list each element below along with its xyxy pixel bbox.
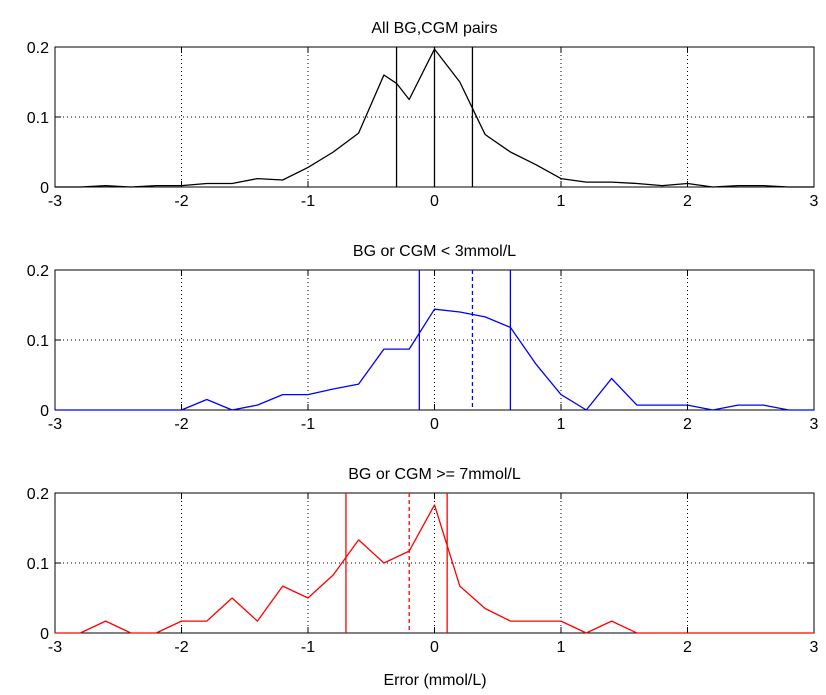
x-tick-label: -3 xyxy=(48,416,62,433)
y-tick-label: 0.2 xyxy=(27,263,49,280)
x-tick-label: 0 xyxy=(430,639,439,656)
x-tick-label: -1 xyxy=(301,416,315,433)
y-tick-label: 0 xyxy=(40,626,49,643)
x-tick-label: 3 xyxy=(810,193,819,210)
x-tick-label: 0 xyxy=(430,193,439,210)
x-tick-label: -2 xyxy=(174,193,188,210)
y-tick-label: 0.2 xyxy=(27,486,49,503)
x-tick-label: 2 xyxy=(683,416,692,433)
series-line xyxy=(55,504,814,634)
subplot-title: All BG,CGM pairs xyxy=(371,20,497,37)
x-tick-label: 1 xyxy=(557,639,566,656)
subplot-2: BG or CGM < 3mmol/L -3 -2 -1 0 1 2 3 0 0.1 0.2 xyxy=(27,243,819,433)
x-tick-label: -3 xyxy=(48,639,62,656)
x-tick-label: -3 xyxy=(48,193,62,210)
subplot-1: All BG,CGM pairs -3 -2 -1 0 1 2 3 0 0.1 0.2 xyxy=(27,20,819,210)
subplot-3: BG or CGM >= 7mmol/L -3 -2 -1 0 1 2 3 0 0.1 0.2 xyxy=(27,466,819,656)
y-tick-label: 0.1 xyxy=(27,110,49,127)
x-tick-label: -2 xyxy=(174,416,188,433)
x-tick-label: 1 xyxy=(557,416,566,433)
x-tick-label: 3 xyxy=(810,639,819,656)
x-tick-label: -1 xyxy=(301,193,315,210)
x-tick-label: 2 xyxy=(683,639,692,656)
subplot-title: BG or CGM < 3mmol/L xyxy=(353,243,516,260)
x-axis-label: Error (mmol/L) xyxy=(383,672,486,689)
x-tick-label: 1 xyxy=(557,193,566,210)
x-tick-label: 2 xyxy=(683,193,692,210)
x-tick-label: -1 xyxy=(301,639,315,656)
x-tick-label: 3 xyxy=(810,416,819,433)
y-tick-label: 0.1 xyxy=(27,333,49,350)
series-line xyxy=(55,308,814,411)
y-tick-label: 0 xyxy=(40,403,49,420)
subplot-title: BG or CGM >= 7mmol/L xyxy=(348,466,521,483)
y-tick-label: 0.2 xyxy=(27,40,49,57)
y-tick-label: 0 xyxy=(40,180,49,197)
series-line xyxy=(55,48,814,188)
x-tick-label: -2 xyxy=(174,639,188,656)
y-tick-label: 0.1 xyxy=(27,556,49,573)
x-tick-label: 0 xyxy=(430,416,439,433)
